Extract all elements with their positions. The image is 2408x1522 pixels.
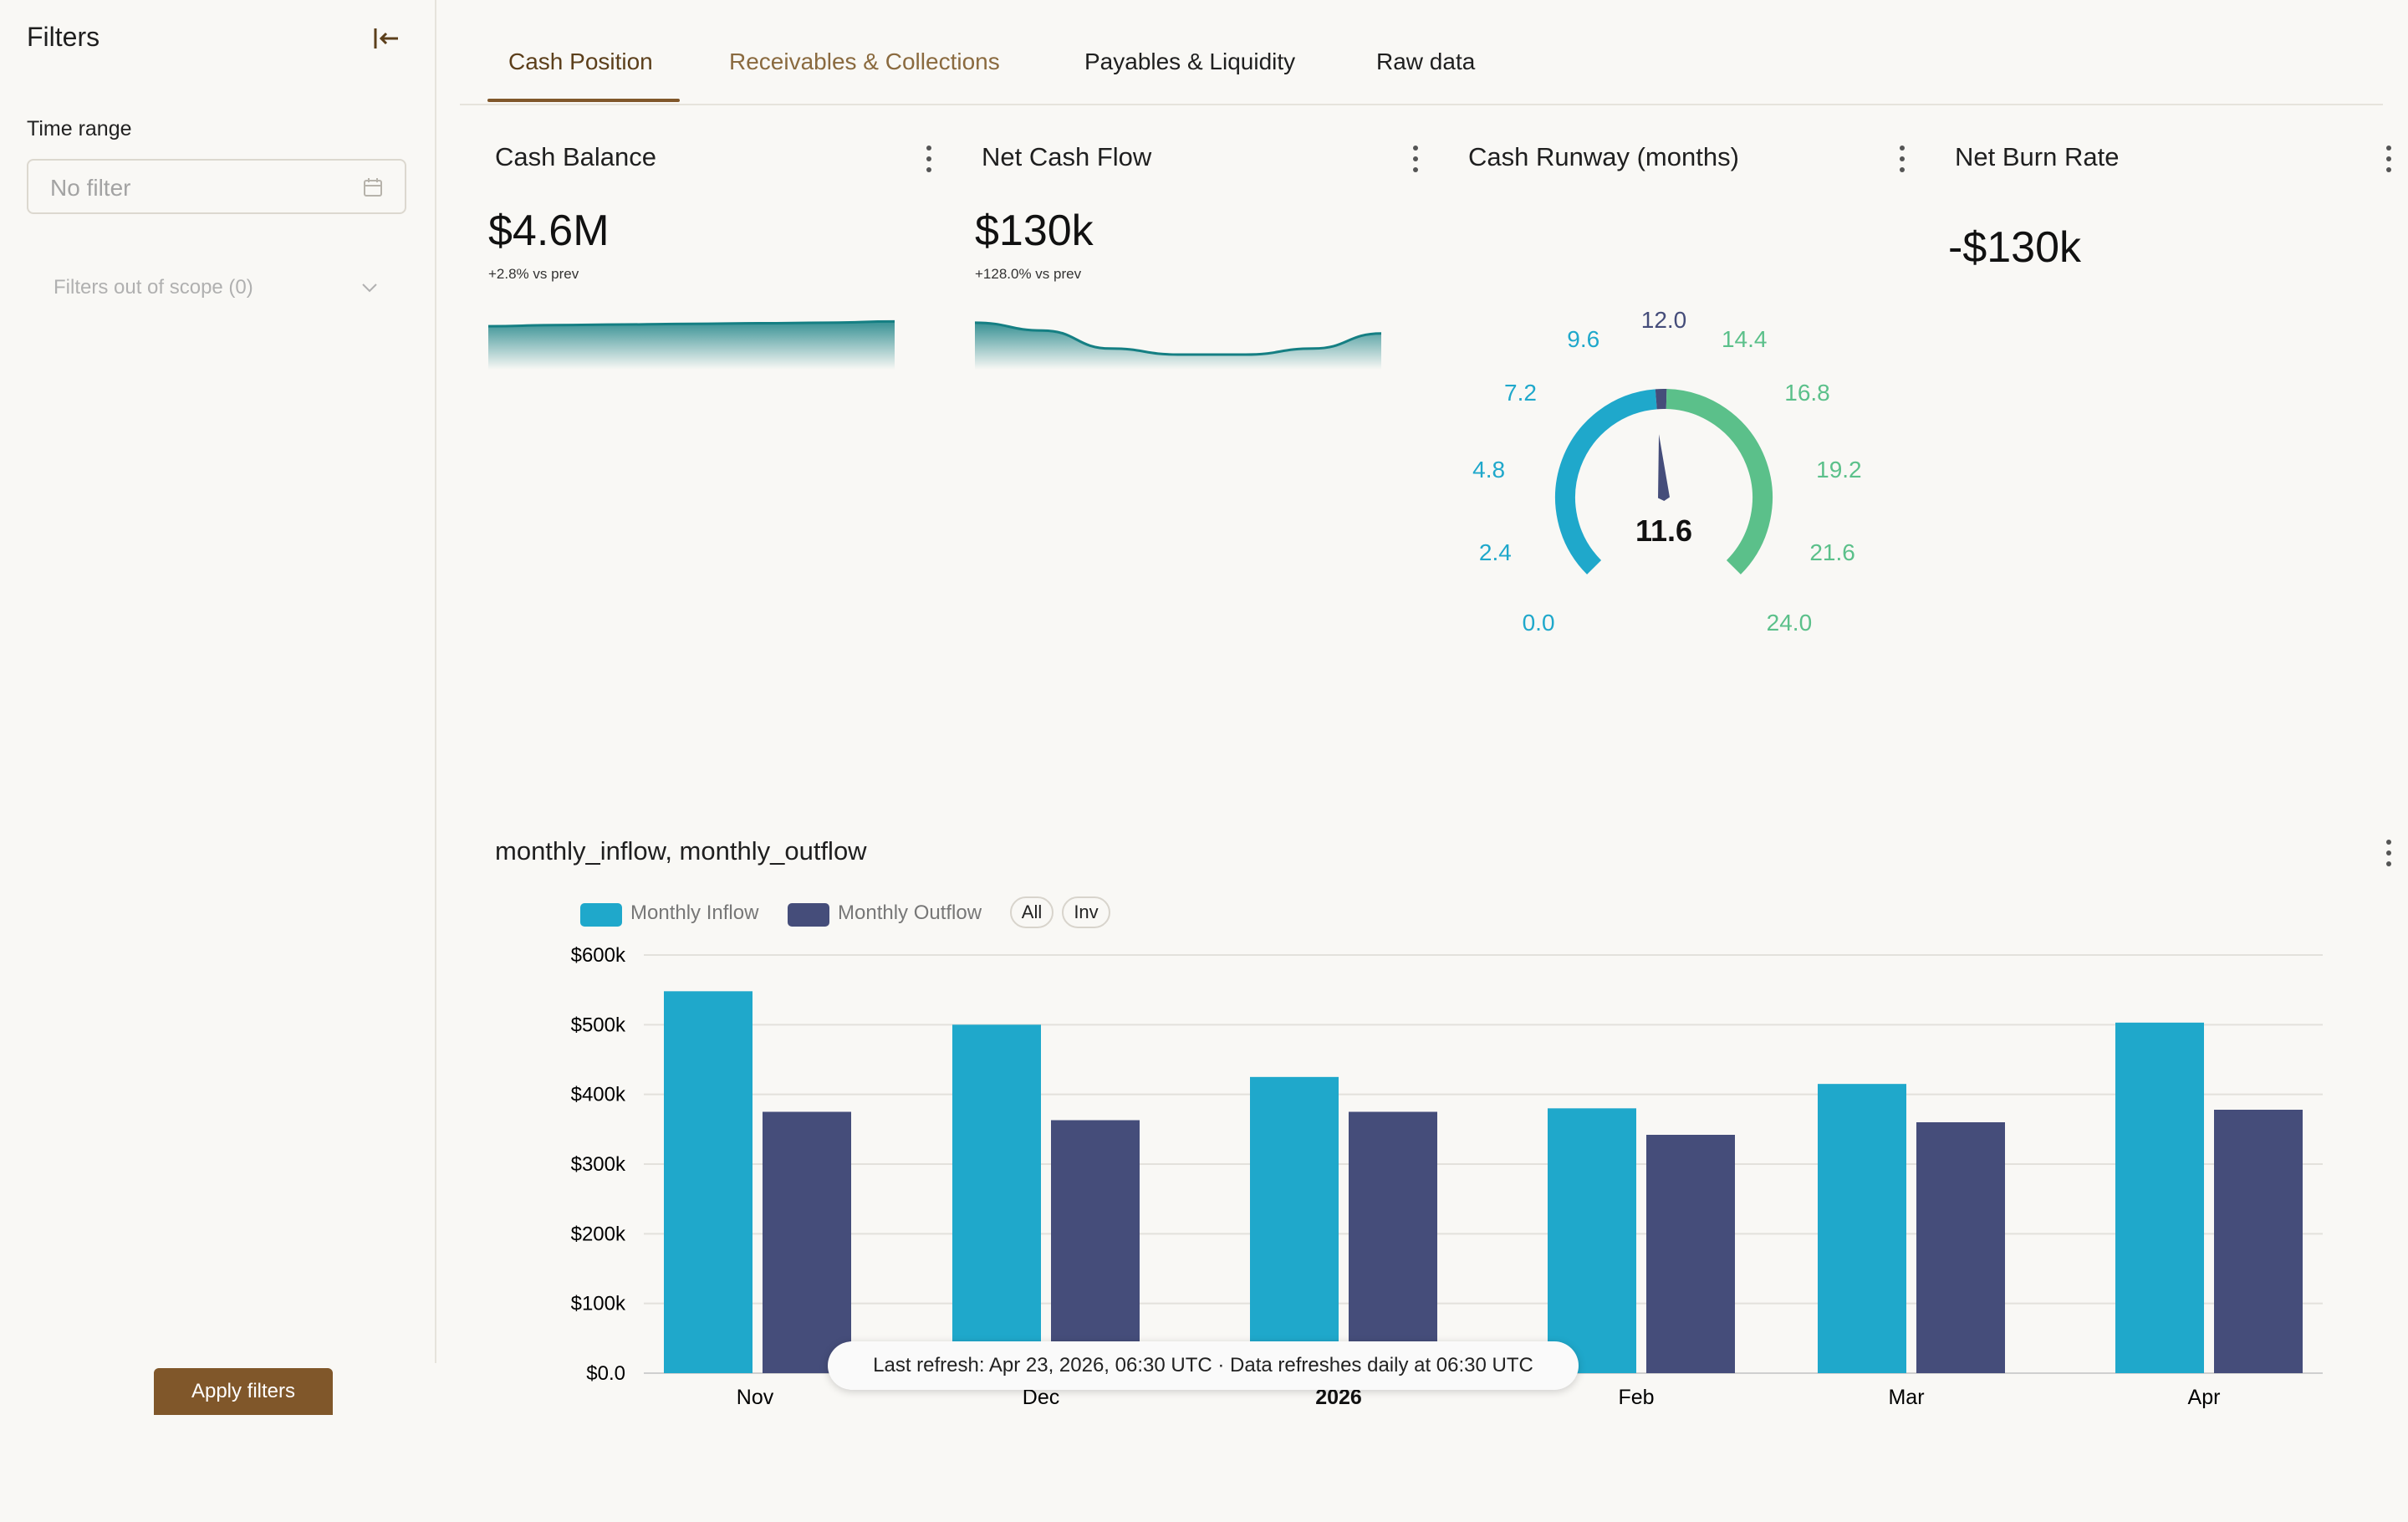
bar-outflow-mar[interactable] <box>1916 1122 2005 1373</box>
tab-receivables-collections[interactable]: Receivables & Collections <box>729 49 1000 74</box>
filters-sidebar: Filters Time range Filters out of scope … <box>0 0 436 1363</box>
legend-label-inflow[interactable]: Monthly Inflow <box>630 901 759 924</box>
cash-runway-gauge: 11.6 0.0 2.4 4.8 7.2 9.6 12.0 14.4 16.8 19.2 21.6… <box>1421 276 1906 677</box>
net-cash-flow-menu-icon[interactable] <box>1411 144 1420 174</box>
time-range-label: Time range <box>27 117 132 140</box>
bar-inflow-mar[interactable] <box>1818 1084 1906 1373</box>
bar-outflow-jan[interactable] <box>1349 1111 1437 1374</box>
net-burn-title: Net Burn Rate <box>1955 142 2120 171</box>
cash-runway-title: Cash Runway (months) <box>1468 142 1739 171</box>
gauge-tick-label: 24.0 <box>1766 609 1813 636</box>
tab-cash-position[interactable]: Cash Position <box>508 49 653 74</box>
filters-title: Filters <box>27 22 100 52</box>
gauge-arc-progress <box>1555 389 1657 575</box>
bar-inflow-nov[interactable] <box>664 991 752 1373</box>
y-tick-label: $300k <box>571 1153 626 1176</box>
net-cash-flow-value: $130k <box>975 207 1094 255</box>
gauge-tick-label: 9.6 <box>1567 326 1600 353</box>
bar-inflow-dec[interactable] <box>952 1024 1041 1373</box>
legend-swatch-outflow[interactable] <box>788 903 829 927</box>
gauge-needle <box>1658 434 1670 501</box>
y-tick-label: $600k <box>571 944 626 967</box>
bar-outflow-dec[interactable] <box>1051 1120 1140 1374</box>
x-tick-label: Apr <box>2188 1386 2221 1409</box>
collapse-sidebar-icon[interactable] <box>371 23 401 54</box>
y-tick-label: $200k <box>571 1223 626 1245</box>
time-range-field[interactable] <box>27 159 406 214</box>
legend-invert-button[interactable]: Inv <box>1062 896 1110 928</box>
y-tick-label: $0.0 <box>586 1362 625 1385</box>
cash-balance-menu-icon[interactable] <box>925 144 933 174</box>
y-tick-label: $400k <box>571 1084 626 1106</box>
net-cash-flow-spark-line <box>975 321 1381 356</box>
y-tick-label: $100k <box>571 1293 626 1315</box>
gauge-tick-label: 19.2 <box>1816 456 1862 483</box>
gauge-tick-label: 7.2 <box>1504 380 1537 406</box>
bar-outflow-apr[interactable] <box>2214 1110 2303 1373</box>
gauge-tick-label: 14.4 <box>1721 326 1768 353</box>
x-tick-label: Mar <box>1888 1386 1924 1409</box>
gauge-dial <box>1555 389 1773 575</box>
gauge-arc-remaining <box>1666 389 1773 575</box>
bar-chart-menu-icon[interactable] <box>2385 838 2393 868</box>
net-cash-flow-spark-area <box>975 322 1381 370</box>
net-burn-menu-icon[interactable] <box>2385 144 2393 174</box>
filters-out-of-scope[interactable]: Filters out of scope (0) <box>54 276 253 299</box>
tab-raw-data[interactable]: Raw data <box>1376 49 1476 74</box>
net-burn-value: -$130k <box>1948 223 2081 272</box>
refresh-toast: Last refresh: Apr 23, 2026, 06:30 UTC · … <box>828 1341 1579 1390</box>
cash-balance-title: Cash Balance <box>495 142 657 171</box>
chevron-down-icon[interactable] <box>360 278 380 298</box>
time-range-input[interactable] <box>48 172 353 204</box>
cash-balance-value: $4.6M <box>488 207 610 255</box>
cash-runway-value: 11.6 <box>1635 513 1693 548</box>
bar-chart-title: monthly_inflow, monthly_outflow <box>495 836 867 866</box>
bar-outflow-nov[interactable] <box>763 1111 851 1374</box>
x-tick-label: Nov <box>737 1386 774 1409</box>
cash-balance-delta: +2.8% vs prev <box>488 266 579 282</box>
calendar-icon[interactable] <box>363 177 383 197</box>
legend-swatch-inflow[interactable] <box>580 903 622 927</box>
cash-runway-menu-icon[interactable] <box>1898 144 1906 174</box>
y-tick-label: $500k <box>571 1014 626 1036</box>
dashboard-tabs: Cash Position Receivables & Collections … <box>460 0 2383 105</box>
gauge-tick-label: 16.8 <box>1784 380 1830 406</box>
tab-payables-liquidity[interactable]: Payables & Liquidity <box>1084 49 1296 74</box>
legend-label-outflow[interactable]: Monthly Outflow <box>838 901 982 924</box>
legend-all-button[interactable]: All <box>1010 896 1054 928</box>
gauge-tick-label: 12.0 <box>1640 307 1687 333</box>
chart-legend: Monthly Inflow Monthly Outflow All Inv <box>580 896 1166 930</box>
apply-filters-button[interactable]: Apply filters <box>154 1368 333 1415</box>
gauge-tick-label: 4.8 <box>1472 456 1506 483</box>
active-tab-indicator <box>487 99 680 102</box>
gauge-tick-label: 0.0 <box>1522 609 1555 636</box>
bar-inflow-apr[interactable] <box>2115 1022 2204 1373</box>
bar-inflow-feb[interactable] <box>1548 1108 1636 1373</box>
net-cash-flow-title: Net Cash Flow <box>982 142 1152 171</box>
cash-balance-spark-line <box>488 319 895 328</box>
bar-inflow-jan[interactable] <box>1250 1076 1339 1373</box>
gauge-tick-label: 21.6 <box>1809 539 1855 565</box>
cash-balance-spark-area <box>488 321 895 370</box>
net-cash-flow-delta: +128.0% vs prev <box>975 266 1082 282</box>
cash-balance-sparkline <box>488 319 895 370</box>
x-tick-label: Feb <box>1618 1386 1654 1409</box>
gauge-tick-label: 2.4 <box>1478 539 1512 565</box>
bar-outflow-feb[interactable] <box>1646 1135 1735 1373</box>
net-cash-flow-sparkline <box>975 321 1381 370</box>
